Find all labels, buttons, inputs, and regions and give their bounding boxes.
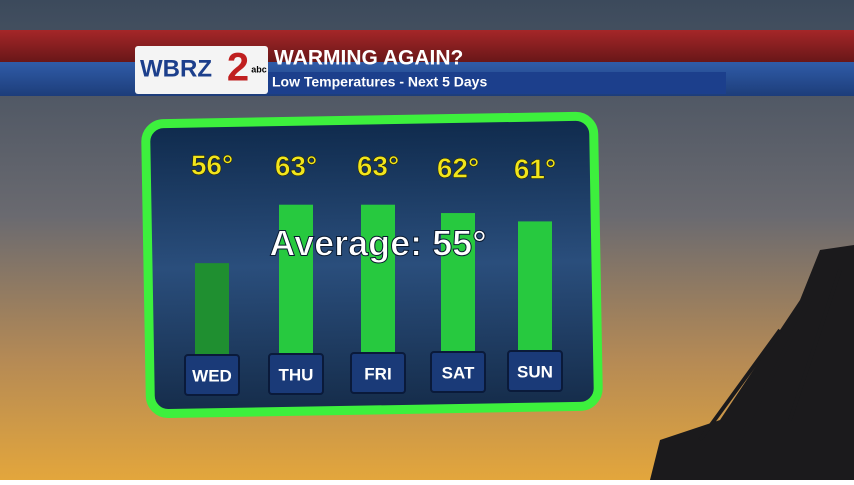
- annotation: Average: 55°: [269, 223, 486, 264]
- logo-channel: 2: [227, 46, 249, 90]
- logo-network: abc: [251, 64, 267, 74]
- x-tick-label: SUN: [517, 362, 553, 381]
- value-label: 61°: [514, 153, 556, 184]
- day-box: [430, 351, 486, 393]
- bridge-truss: [698, 269, 842, 442]
- value-label: 63°: [357, 150, 399, 181]
- x-tick-label: WED: [192, 366, 232, 385]
- value-label: 56°: [191, 149, 233, 180]
- bar: [361, 204, 395, 355]
- day-box: [268, 353, 324, 395]
- logo-station: WBRZ: [140, 55, 212, 82]
- day-box: [507, 350, 563, 392]
- day-box: [184, 354, 240, 396]
- day-box: [350, 352, 406, 394]
- x-tick-label: FRI: [364, 364, 391, 383]
- x-tick-label: THU: [279, 365, 314, 384]
- bar: [441, 213, 475, 355]
- bar: [279, 204, 313, 355]
- value-label: 62°: [437, 152, 479, 183]
- plot: WED 56° THU 63° FRI 63° SAT 62° SUN 61°: [184, 149, 563, 396]
- logo-box: [135, 46, 268, 94]
- bridge: [650, 245, 854, 480]
- value-label: 63°: [275, 150, 317, 181]
- x-tick-label: SAT: [442, 363, 475, 382]
- bar: [518, 221, 552, 355]
- subtitle-bar: [268, 72, 726, 94]
- chart-title: WARMING AGAIN?: [274, 47, 463, 70]
- bar: [195, 263, 229, 355]
- chart-subtitle: Low Temperatures - Next 5 Days: [272, 74, 487, 90]
